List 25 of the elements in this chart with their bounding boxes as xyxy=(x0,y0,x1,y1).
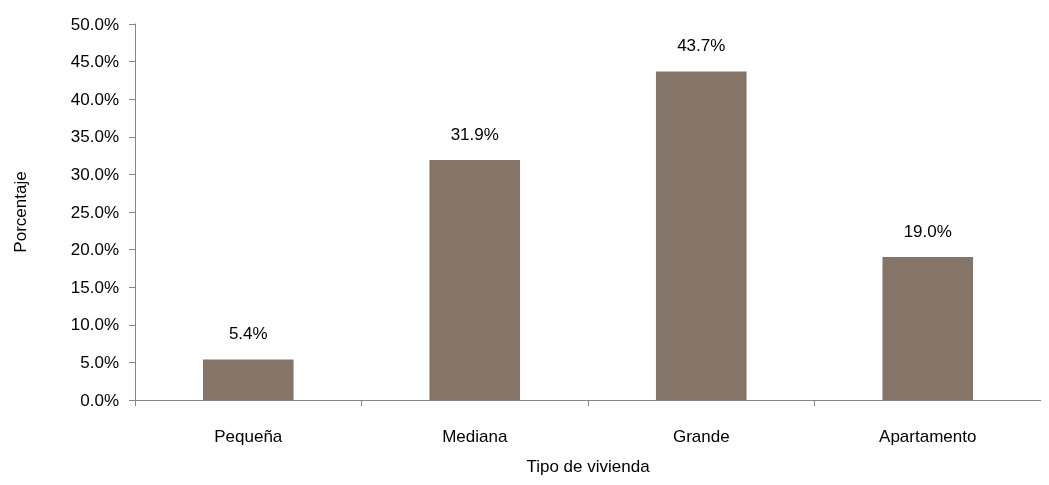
y-tick-label: 45.0% xyxy=(70,52,119,72)
bar xyxy=(655,71,747,400)
y-tick-label: 20.0% xyxy=(70,240,119,260)
y-axis-title: Porcentaje xyxy=(11,171,30,253)
y-tick-label: 40.0% xyxy=(70,89,119,109)
x-tick-label: Mediana xyxy=(442,427,508,446)
data-label: 43.7% xyxy=(677,36,726,56)
y-tick-label: 0.0% xyxy=(80,390,119,410)
y-tick-label: 10.0% xyxy=(70,315,119,335)
y-tick-label: 5.0% xyxy=(80,352,119,372)
bar xyxy=(429,160,521,400)
x-tick-label: Grande xyxy=(672,427,730,446)
x-tick-label: Apartamento xyxy=(879,427,977,446)
y-tick-label: 25.0% xyxy=(70,202,119,222)
y-tick-label: 35.0% xyxy=(70,127,119,147)
x-axis-title: Tipo de vivienda xyxy=(526,457,651,476)
bar xyxy=(202,359,294,400)
data-label: 31.9% xyxy=(450,125,499,145)
data-label: 19.0% xyxy=(903,222,952,242)
data-label: 5.4% xyxy=(228,324,268,344)
y-tick-label: 50.0% xyxy=(70,14,119,34)
bar xyxy=(882,257,974,400)
x-tick-label: Pequeña xyxy=(214,427,283,446)
y-tick-label: 15.0% xyxy=(70,277,119,297)
y-tick-label: 30.0% xyxy=(70,164,119,184)
